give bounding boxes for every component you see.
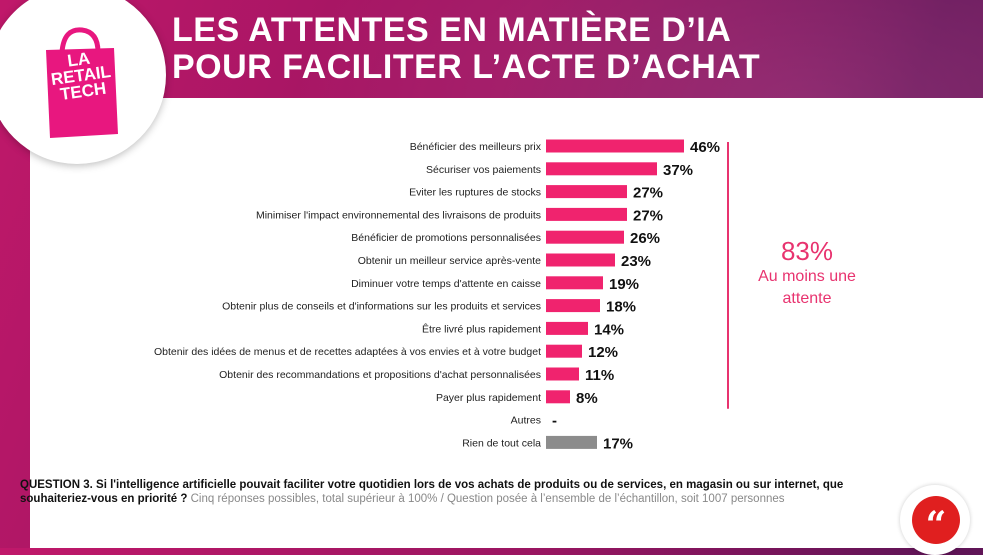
value-label: 27% <box>633 185 663 202</box>
category-label: Être livré plus rapidement <box>422 322 541 335</box>
value-label: 23% <box>621 253 651 270</box>
shopping-bag-icon <box>46 27 118 138</box>
quote-icon[interactable]: “ <box>912 496 960 546</box>
question-text: QUESTION 3. Si l'intelligence artificiel… <box>20 479 844 505</box>
value-label: 11% <box>585 367 614 384</box>
bar <box>546 207 627 221</box>
content-panel <box>30 98 983 548</box>
category-label: Obtenir un meilleur service après-vente <box>358 255 541 267</box>
bar-none <box>546 435 597 449</box>
bar <box>546 162 657 176</box>
bar <box>546 367 579 381</box>
category-label: Obtenir des idées de menus et de recette… <box>154 346 541 358</box>
value-label: 37% <box>663 162 693 179</box>
value-label: 12% <box>588 344 618 361</box>
bar <box>546 344 582 358</box>
category-label: Payer plus rapidement <box>436 392 541 404</box>
bar <box>546 139 684 153</box>
value-label: 18% <box>606 299 636 316</box>
bar <box>546 253 615 267</box>
value-label: 19% <box>609 276 639 293</box>
question-note: Cinq réponses possibles, total supérieur… <box>190 493 785 505</box>
category-label: Obtenir des recommandations et propositi… <box>219 369 541 381</box>
value-label: 14% <box>594 321 624 338</box>
value-label: - <box>552 413 557 430</box>
summary-percent: 83% <box>780 236 834 266</box>
value-label: 8% <box>576 390 598 407</box>
value-label: 27% <box>633 207 663 224</box>
category-label: Autres <box>511 415 541 427</box>
bar <box>546 390 570 404</box>
category-label: Minimiser l'impact environnemental des l… <box>256 209 541 221</box>
bar <box>546 276 603 290</box>
bar <box>546 185 627 199</box>
page-title: LES ATTENTES EN MATIÈRE D’IA POUR FACILI… <box>172 11 761 86</box>
summary-callout: 83% Au moins une attente <box>742 236 872 310</box>
bar <box>546 299 600 313</box>
question-footnote: QUESTION 3. Si l'intelligence artificiel… <box>20 478 890 506</box>
category-label: Obtenir plus de conseils et d'informatio… <box>222 301 541 313</box>
category-label: Eviter les ruptures de stocks <box>409 187 541 199</box>
value-label: 26% <box>630 230 660 247</box>
category-label: Bénéficier de promotions personnalisées <box>351 232 541 244</box>
summary-text: Au moins une attente <box>758 268 856 307</box>
bar <box>546 321 588 335</box>
value-label: 17% <box>603 435 633 452</box>
category-label: Diminuer votre temps d'attente en caisse <box>351 278 541 290</box>
category-label: Rien de tout cela <box>462 437 541 449</box>
value-label: 46% <box>690 139 720 156</box>
bar <box>546 230 624 244</box>
category-label: Bénéficier des meilleurs prix <box>410 141 542 153</box>
category-label: Sécuriser vos paiements <box>426 164 541 176</box>
